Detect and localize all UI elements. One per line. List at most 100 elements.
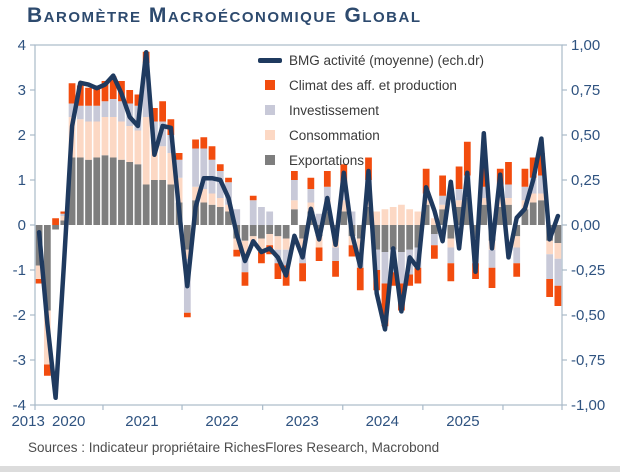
bar-segment	[340, 211, 348, 225]
orange-square-icon	[265, 80, 275, 90]
bar-segment	[76, 119, 84, 158]
bar-segment	[192, 139, 199, 149]
axis-tick-label: 0,75	[571, 82, 600, 99]
legend-label: Investissement	[289, 102, 380, 118]
bar-segment	[216, 207, 224, 225]
bar-segment	[455, 207, 463, 225]
bar-segment	[85, 87, 92, 106]
bar-segment	[521, 168, 529, 187]
axis-tick-label: 0	[18, 217, 26, 234]
axis-tick-label: 0,50	[571, 127, 600, 144]
bar-segment	[529, 193, 537, 203]
bar-segment	[43, 364, 51, 376]
bar-segment	[447, 225, 455, 239]
bar-segment	[142, 117, 150, 185]
bar-segment	[60, 213, 68, 216]
bar-segment	[356, 267, 364, 291]
bar-segment	[463, 198, 471, 225]
bar-segment	[126, 90, 134, 104]
bar-segment	[35, 265, 43, 279]
bar-segment	[151, 144, 158, 180]
axis-tick-label: -1,00	[571, 397, 605, 414]
bar-segment	[529, 202, 537, 225]
bar-segment	[93, 105, 101, 122]
chart-title: Baromètre Macroéconomique Global	[27, 4, 422, 27]
bar-segment	[52, 218, 59, 225]
bar-segment	[85, 105, 92, 122]
bar-segment	[439, 209, 446, 225]
bar-segment	[406, 225, 414, 250]
bar-segment	[291, 200, 298, 210]
bar-segment	[159, 180, 167, 225]
axis-tick-label: -4	[13, 397, 26, 414]
bar-segment	[480, 204, 488, 225]
bar-segment	[167, 153, 175, 185]
bar-segment	[513, 263, 521, 277]
bar-segment	[340, 200, 348, 212]
legend-item-investissement: Investissement	[258, 100, 484, 120]
axis-tick-label: -0,25	[571, 262, 605, 279]
bar-segment	[258, 207, 265, 225]
bar-segment	[299, 238, 306, 248]
bar-segment	[126, 162, 134, 225]
bar-segment	[389, 272, 397, 286]
bar-segment	[430, 245, 438, 259]
bar-segment	[414, 211, 422, 225]
bar-segment	[299, 225, 306, 239]
bar-segment	[43, 225, 51, 311]
bar-segment	[192, 186, 199, 201]
bar-segment	[93, 121, 101, 158]
bar-segment	[513, 247, 521, 264]
legend-label: Climat des aff. et production	[289, 77, 457, 93]
bar-segment	[505, 204, 512, 225]
bar-segment	[414, 267, 422, 284]
bar-segment	[52, 225, 59, 230]
legend-item-bmg-line: BMG activité (moyenne) (ech.dr)	[258, 50, 484, 70]
bar-segment	[472, 225, 479, 239]
bar-segment	[439, 204, 446, 210]
bar-segment	[266, 225, 274, 234]
bar-segment	[488, 249, 496, 268]
bar-segment	[463, 141, 471, 176]
bar-segment	[480, 186, 488, 198]
line-swatch-icon	[258, 57, 282, 63]
bar-segment	[241, 240, 249, 255]
bar-segment	[422, 168, 430, 194]
bar-segment	[101, 81, 109, 102]
bar-segment	[282, 225, 290, 239]
bar-segment	[282, 249, 290, 266]
bar-segment	[373, 249, 381, 270]
bar-segment	[315, 247, 323, 261]
bar-segment	[35, 279, 43, 284]
bar-segment	[389, 225, 397, 250]
bar-segment	[554, 258, 562, 286]
bar-segment	[134, 164, 142, 225]
bar-segment	[233, 209, 241, 225]
axis-tick-label: 2013	[11, 413, 44, 430]
axis-tick-label: -2	[13, 307, 26, 324]
bar-segment	[538, 200, 545, 225]
bar-segment	[76, 157, 84, 225]
bar-segment	[381, 209, 389, 225]
bar-segment	[307, 177, 315, 189]
bar-segment	[233, 238, 241, 250]
bar-segment	[430, 234, 438, 246]
bar-segment	[332, 247, 339, 261]
axis-tick-label: 0,25	[571, 172, 600, 189]
bar-segment	[414, 225, 422, 248]
legend-label: BMG activité (moyenne) (ech.dr)	[289, 52, 485, 68]
axis-tick-label: 3	[18, 82, 26, 99]
bar-segment	[159, 146, 167, 180]
bar-segment	[447, 247, 455, 264]
source-note: Sources : Indicateur propriétaire Riches…	[28, 440, 440, 455]
bar-segment	[323, 186, 331, 201]
bar-segment	[538, 193, 545, 201]
bar-segment	[496, 207, 504, 225]
bar-segment	[554, 225, 562, 243]
bar-segment	[455, 200, 463, 207]
bar-segment	[546, 240, 554, 255]
bar-segment	[249, 225, 257, 237]
axis-tick-label: -0,50	[571, 307, 605, 324]
axis-tick-label: 2	[18, 127, 26, 144]
bar-segment	[447, 263, 455, 282]
